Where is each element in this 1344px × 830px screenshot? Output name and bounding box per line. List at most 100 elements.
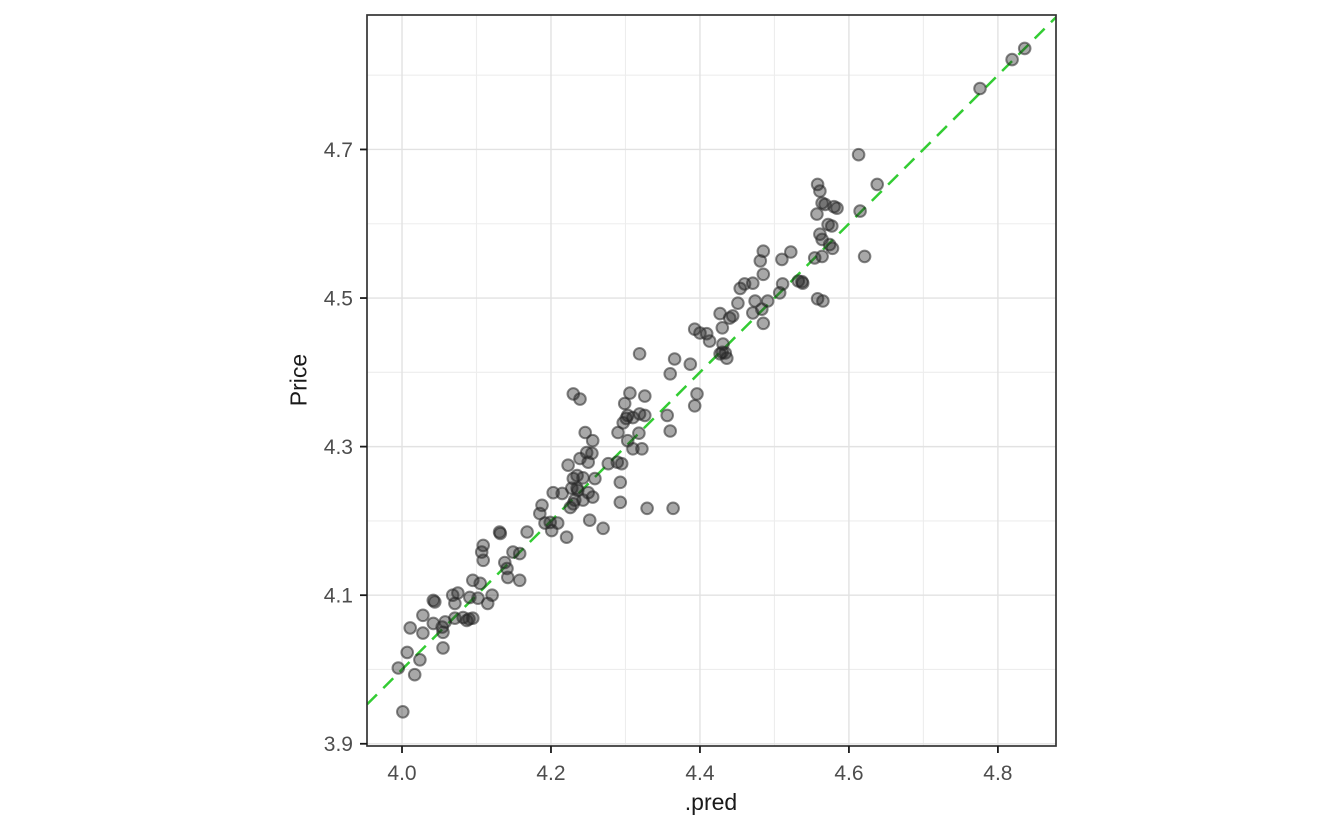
data-point — [722, 311, 737, 325]
x-tick-label: 4.8 — [983, 762, 1012, 785]
data-point — [715, 345, 730, 360]
data-point — [1005, 52, 1019, 67]
data-point — [683, 357, 698, 372]
data-point — [492, 525, 507, 539]
data-point — [870, 177, 885, 192]
data-point — [512, 573, 527, 588]
data-point — [816, 294, 830, 308]
data-point — [561, 458, 575, 473]
data-point — [581, 455, 596, 470]
grid-major — [367, 15, 1056, 746]
x-axis-title: .pred — [684, 789, 738, 815]
data-point — [825, 241, 840, 256]
data-point — [501, 570, 515, 585]
data-point — [485, 588, 499, 603]
data-point — [573, 392, 587, 406]
data-point — [666, 501, 680, 516]
data-point — [775, 252, 789, 267]
data-point — [825, 219, 839, 233]
data-point — [731, 296, 745, 311]
y-tick-labels: 3.9 4.1 4.3 4.5 4.7 — [324, 139, 353, 756]
data-point — [795, 274, 809, 289]
data-point — [407, 667, 422, 682]
data-point — [413, 653, 427, 667]
data-point — [400, 645, 415, 660]
data-point — [632, 347, 647, 361]
data-point — [512, 546, 527, 561]
data-point — [853, 204, 867, 218]
data-point — [436, 625, 450, 640]
grid-minor — [367, 15, 1056, 746]
data-point — [448, 596, 462, 611]
panel-background — [367, 15, 1056, 746]
x-tick-labels: 4.0 4.2 4.4 4.6 4.8 — [387, 762, 1012, 785]
x-tick-label: 4.0 — [387, 762, 416, 785]
data-point — [582, 513, 597, 528]
data-point — [613, 475, 628, 490]
data-point — [784, 245, 798, 259]
data-point — [576, 493, 590, 507]
data-point — [660, 408, 675, 423]
data-point — [559, 530, 574, 545]
data-point — [585, 433, 600, 448]
scatter-points — [391, 41, 1032, 719]
data-point — [699, 326, 714, 341]
data-point — [544, 523, 559, 538]
data-point — [623, 386, 637, 400]
data-point — [535, 498, 549, 513]
y-tick-label: 4.3 — [324, 436, 353, 459]
data-point — [566, 471, 581, 486]
data-point — [756, 267, 771, 282]
data-point — [403, 621, 418, 635]
y-axis-title: Price — [285, 353, 312, 407]
data-point — [473, 576, 488, 591]
data-point — [640, 501, 654, 516]
data-point — [715, 321, 730, 335]
data-point — [619, 411, 634, 426]
data-point — [426, 593, 441, 608]
data-point — [687, 399, 702, 413]
data-point — [813, 184, 827, 198]
data-point — [690, 387, 704, 401]
data-point — [596, 521, 610, 536]
data-point — [753, 254, 768, 268]
data-point — [588, 471, 602, 486]
data-point — [632, 426, 646, 441]
data-point — [520, 525, 534, 539]
y-tick-label: 3.9 — [324, 733, 353, 756]
data-point — [578, 425, 593, 440]
data-point — [815, 249, 829, 264]
data-point — [391, 661, 406, 675]
data-point — [857, 249, 872, 264]
data-point — [462, 612, 476, 626]
data-point — [613, 495, 628, 510]
data-point — [611, 425, 625, 440]
panel-border — [366, 14, 1057, 747]
data-point — [663, 367, 678, 381]
x-tick-label: 4.2 — [536, 762, 565, 785]
data-point — [436, 641, 450, 655]
data-point — [638, 408, 652, 423]
data-point — [476, 538, 491, 553]
data-point — [614, 456, 629, 471]
data-point — [416, 626, 430, 640]
y-tick-label: 4.5 — [324, 287, 353, 310]
data-point — [756, 316, 771, 331]
data-point — [667, 352, 682, 366]
x-tick-label: 4.4 — [685, 762, 715, 785]
axis-ticks — [360, 148, 999, 753]
data-point — [760, 294, 775, 308]
data-point — [601, 456, 616, 471]
data-point — [396, 705, 410, 719]
x-tick-label: 4.6 — [834, 762, 863, 785]
y-tick-label: 4.1 — [324, 585, 353, 608]
data-point — [663, 424, 678, 438]
data-point — [810, 207, 824, 221]
data-point — [476, 553, 491, 568]
data-point — [775, 277, 790, 291]
data-point — [827, 199, 841, 214]
data-point — [746, 276, 760, 291]
data-point — [466, 573, 480, 588]
data-point — [638, 389, 652, 403]
